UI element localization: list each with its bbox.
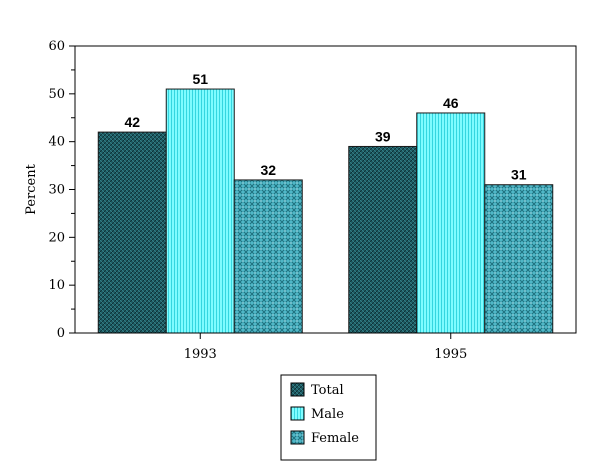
y-tick-label: 30 <box>48 183 65 198</box>
legend: Total Male Female <box>280 374 377 461</box>
y-tick-label: 0 <box>57 326 65 341</box>
data-label: 32 <box>260 162 276 178</box>
y-tick-label: 40 <box>48 135 65 150</box>
data-label: 51 <box>192 71 208 87</box>
legend-swatch-male <box>290 406 305 421</box>
bar-total-1993 <box>97 131 167 334</box>
y-tick-label: 50 <box>48 87 65 102</box>
legend-swatch-female <box>290 430 305 445</box>
legend-swatch-total <box>290 382 305 397</box>
legend-label-total: Total <box>311 383 344 398</box>
bar-female-1995 <box>484 184 554 334</box>
bar-male-1995 <box>416 112 486 334</box>
bar-female-1993 <box>233 179 303 334</box>
x-tick-label: 1995 <box>434 347 467 362</box>
y-tick-label: 60 <box>48 39 65 54</box>
y-tick-label: 10 <box>48 278 65 293</box>
axes: 0 10 20 30 40 50 60 Percent 1993 1995 <box>24 39 577 362</box>
data-label: 39 <box>375 128 391 144</box>
bar-total-1995 <box>348 145 418 334</box>
data-label: 31 <box>511 167 527 183</box>
x-tick-label: 1993 <box>184 347 217 362</box>
plot-area: 42 51 32 39 46 31 <box>97 71 554 334</box>
bar-male-1993 <box>165 88 235 334</box>
data-label: 46 <box>443 95 459 111</box>
legend-label-female: Female <box>311 431 359 446</box>
legend-label-male: Male <box>311 407 344 422</box>
y-axis-title: Percent <box>24 163 39 214</box>
data-label: 42 <box>124 114 140 130</box>
y-tick-label: 20 <box>48 230 65 245</box>
